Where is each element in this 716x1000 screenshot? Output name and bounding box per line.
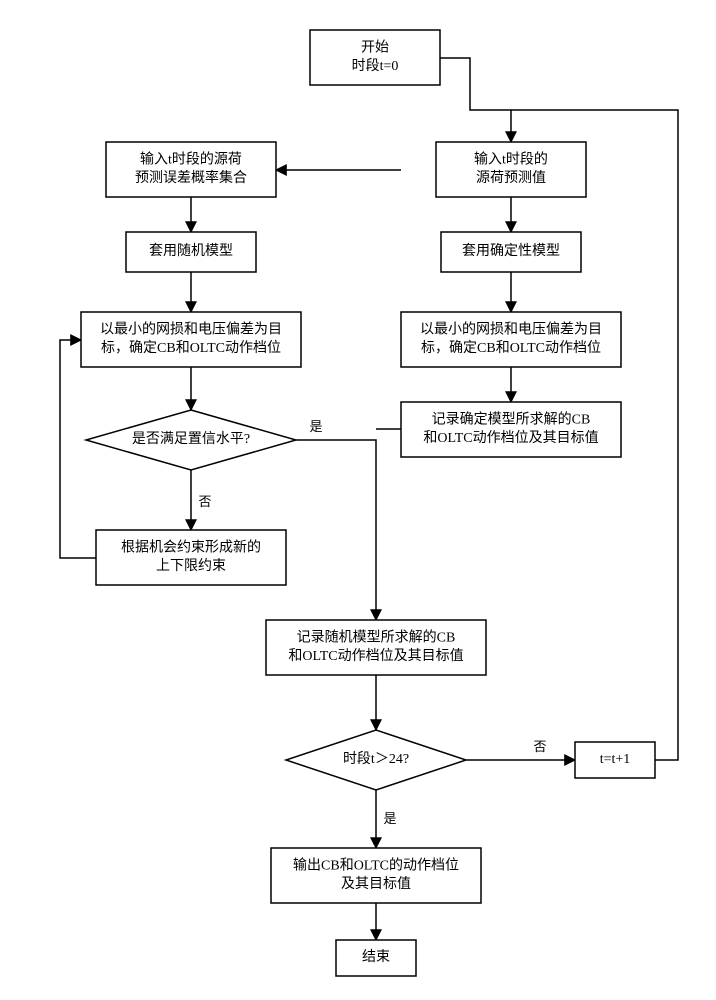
- edge: [296, 440, 376, 620]
- edge-label: 是: [309, 419, 322, 434]
- node-text: 时段t=0: [352, 58, 399, 74]
- node-text: 以最小的网损和电压偏差为目: [100, 322, 282, 338]
- node-left3: 以最小的网损和电压偏差为目标，确定CB和OLTC动作档位: [81, 312, 301, 367]
- edge-label: 否: [198, 494, 211, 509]
- node-text: 开始: [361, 40, 389, 56]
- node-text: 套用确定性模型: [462, 243, 560, 259]
- edge: [60, 340, 96, 558]
- node-text: 是否满足置信水平?: [132, 431, 250, 447]
- node-text: 预测误差概率集合: [135, 169, 247, 186]
- node-right4: 记录确定模型所求解的CB 和OLTC动作档位及其目标值: [401, 402, 621, 457]
- node-text: 记录确定模型所求解的CB: [432, 412, 591, 428]
- node-text: 记录随机模型所求解的CB: [297, 630, 456, 646]
- node-text: 输出CB和OLTC的动作档位: [293, 858, 459, 874]
- node-right1: 输入t时段的源荷预测值: [436, 142, 586, 197]
- node-dec1: 是否满足置信水平?: [86, 410, 296, 470]
- node-text: 和OLTC动作档位及其目标值: [423, 430, 598, 446]
- node-text: 标，确定CB和OLTC动作档位: [101, 340, 281, 356]
- node-text: 根据机会约束形成新的: [121, 540, 261, 556]
- node-right3: 以最小的网损和电压偏差为目标，确定CB和OLTC动作档位: [401, 312, 621, 367]
- node-end: 结束: [336, 940, 416, 976]
- node-center1: 记录随机模型所求解的CB 和OLTC动作档位及其目标值: [266, 620, 486, 675]
- node-text: t=t+1: [600, 752, 631, 767]
- node-inc: t=t+1: [575, 742, 655, 778]
- node-text: 输入t时段的: [474, 152, 548, 168]
- node-text: 结束: [362, 949, 390, 965]
- node-text: 输入t时段的源荷: [140, 152, 242, 168]
- node-text: 和OLTC动作档位及其目标值: [288, 648, 463, 664]
- node-text: 套用随机模型: [149, 243, 233, 259]
- node-left5: 根据机会约束形成新的上下限约束: [96, 530, 286, 585]
- node-text: 标，确定CB和OLTC动作档位: [421, 340, 601, 356]
- node-text: 源荷预测值: [476, 170, 546, 186]
- edge-label: 否: [533, 739, 546, 754]
- node-text: 以最小的网损和电压偏差为目: [420, 322, 602, 338]
- edge: [440, 58, 511, 142]
- node-text: 时段t＞24?: [343, 751, 409, 767]
- edge-label: 是: [383, 811, 396, 826]
- node-left2: 套用随机模型: [126, 232, 256, 272]
- node-right2: 套用确定性模型: [441, 232, 581, 272]
- node-left1: 输入t时段的源荷预测误差概率集合: [106, 142, 276, 197]
- node-text: 上下限约束: [156, 558, 226, 574]
- node-out: 输出CB和OLTC的动作档位及其目标值: [271, 848, 481, 903]
- node-start: 开始时段t=0: [310, 30, 440, 85]
- node-text: 及其目标值: [341, 876, 411, 892]
- node-dec2: 时段t＞24?: [286, 730, 466, 790]
